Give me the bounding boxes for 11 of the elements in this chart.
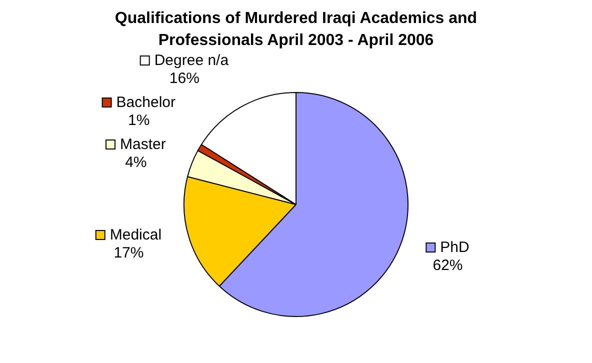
legend-label: Master bbox=[120, 136, 166, 154]
legend-label: Degree n/a bbox=[154, 52, 230, 70]
data-label: 1% bbox=[128, 112, 150, 130]
legend-label: Medical bbox=[110, 226, 162, 244]
legend-label: Bachelor bbox=[116, 94, 176, 112]
chart-title: Qualifications of Murdered Iraqi Academics and Professionals April 2003 - April 2006 bbox=[114, 9, 478, 51]
legend-label: PhD bbox=[440, 239, 470, 256]
data-label: 62% bbox=[432, 257, 463, 274]
data-label: 16% bbox=[169, 70, 200, 88]
data-label: 4% bbox=[125, 154, 147, 172]
data-label: 17% bbox=[114, 244, 144, 262]
